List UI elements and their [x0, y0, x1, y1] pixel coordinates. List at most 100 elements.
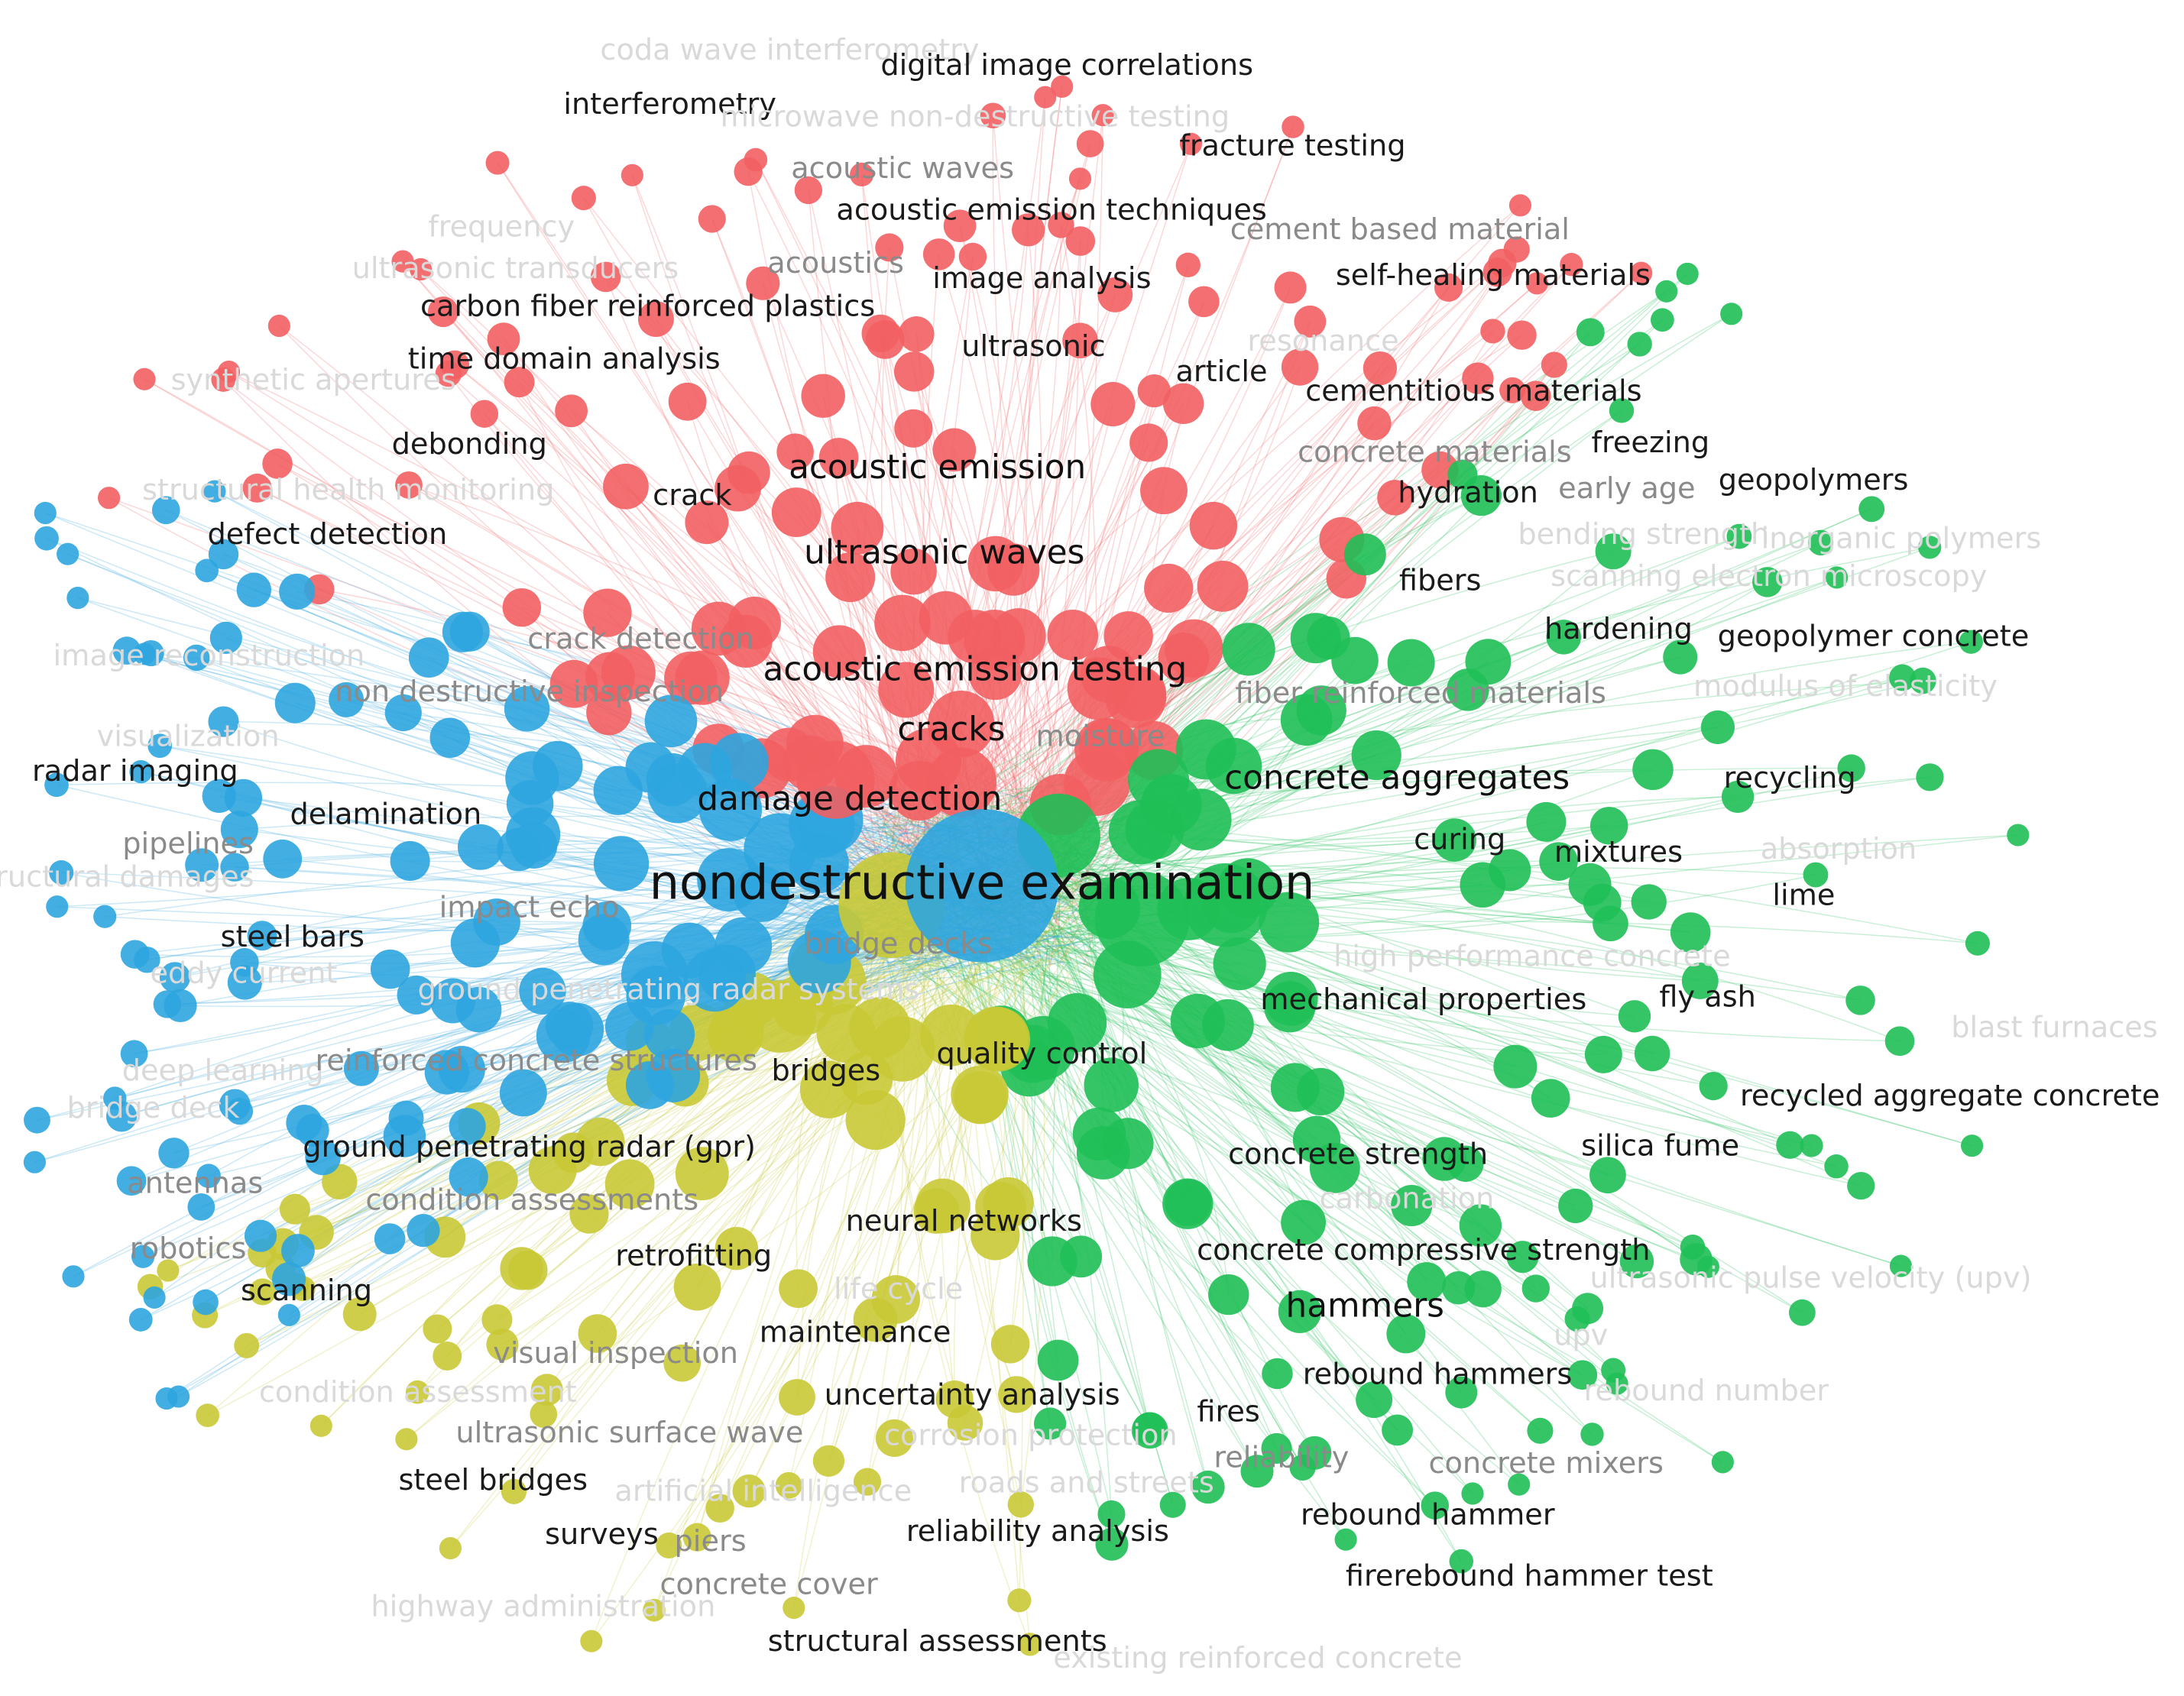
node-blue[interactable]	[196, 1164, 221, 1189]
node-blue[interactable]	[159, 962, 190, 993]
node-green[interactable]	[1027, 1236, 1077, 1287]
keyword-label[interactable]: corrosion protection	[884, 1418, 1178, 1452]
node-blue[interactable]	[203, 480, 226, 503]
keyword-label[interactable]: condition assessments	[365, 1183, 698, 1217]
node-red[interactable]	[621, 163, 643, 186]
keyword-label[interactable]: firerebound hammer test	[1346, 1559, 1713, 1594]
node-red[interactable]	[1434, 273, 1463, 302]
keyword-label[interactable]: condition assessment	[259, 1375, 577, 1410]
keyword-label[interactable]: rebound hammers	[1303, 1357, 1573, 1391]
node-green[interactable]	[1721, 780, 1755, 814]
node-green[interactable]	[1680, 1235, 1706, 1260]
node-green[interactable]	[1263, 972, 1318, 1026]
node-blue[interactable]	[390, 840, 430, 881]
node-red[interactable]	[771, 487, 821, 538]
node-blue[interactable]	[277, 1303, 300, 1326]
node-blue[interactable]	[236, 572, 271, 607]
node-green[interactable]	[1889, 1254, 1913, 1277]
node-blue[interactable]	[408, 637, 449, 678]
node-blue[interactable]	[449, 1157, 488, 1197]
node-red[interactable]	[262, 448, 293, 479]
node-green[interactable]	[1627, 332, 1652, 357]
keyword-label[interactable]: digital image correlations	[880, 48, 1253, 83]
node-blue[interactable]	[305, 1139, 341, 1176]
keyword-label[interactable]: freezing	[1592, 426, 1710, 460]
node-blue[interactable]	[407, 1214, 440, 1248]
node-red[interactable]	[1062, 322, 1098, 358]
node-blue[interactable]	[593, 836, 650, 892]
node-red[interactable]	[1189, 501, 1238, 550]
node-blue[interactable]	[195, 558, 219, 583]
node-green[interactable]	[1356, 1381, 1393, 1419]
node-red[interactable]	[211, 367, 236, 392]
node-green[interactable]	[1382, 1414, 1414, 1446]
node-blue[interactable]	[224, 778, 263, 817]
keyword-label[interactable]: concrete strength	[1228, 1137, 1488, 1171]
node-blue[interactable]	[455, 986, 502, 1033]
node-red[interactable]	[1051, 75, 1074, 98]
node-red[interactable]	[850, 162, 874, 187]
node-yellow[interactable]	[478, 1160, 518, 1200]
node-yellow[interactable]	[915, 1178, 970, 1234]
node-green[interactable]	[1162, 1178, 1214, 1229]
node-green[interactable]	[1159, 1491, 1186, 1518]
keyword-label[interactable]: reliability analysis	[906, 1514, 1169, 1549]
node-red[interactable]	[1188, 286, 1220, 318]
node-blue[interactable]	[274, 682, 316, 723]
node-blue[interactable]	[497, 827, 540, 872]
node-green[interactable]	[1858, 496, 1885, 523]
node-red[interactable]	[1140, 467, 1188, 515]
node-green[interactable]	[1407, 1262, 1447, 1301]
keyword-label[interactable]: modulus of elasticity	[1693, 669, 1998, 704]
keyword-label[interactable]: fracture testing	[1179, 129, 1405, 163]
node-yellow[interactable]	[779, 1379, 815, 1416]
node-green[interactable]	[1583, 883, 1622, 922]
node-yellow[interactable]	[576, 1117, 625, 1167]
keyword-label[interactable]: bridge decks	[805, 927, 993, 961]
node-green[interactable]	[1632, 749, 1674, 791]
node-yellow[interactable]	[975, 1182, 1026, 1233]
node-green[interactable]	[1213, 937, 1266, 991]
node-blue[interactable]	[24, 1106, 50, 1134]
node-green[interactable]	[1681, 963, 1719, 999]
keyword-label[interactable]: ground penetrating radar (gpr)	[303, 1130, 756, 1164]
node-green[interactable]	[1546, 620, 1581, 655]
keyword-label[interactable]: deep learning	[122, 1054, 324, 1088]
node-red[interactable]	[504, 367, 535, 398]
node-green[interactable]	[1634, 1035, 1670, 1072]
node-red[interactable]	[894, 409, 933, 448]
node-yellow[interactable]	[530, 1374, 563, 1406]
node-yellow[interactable]	[714, 1226, 759, 1270]
node-blue[interactable]	[44, 772, 69, 798]
node-yellow[interactable]	[578, 1314, 617, 1353]
node-green[interactable]	[1595, 533, 1632, 570]
node-red[interactable]	[744, 147, 768, 172]
node-green[interactable]	[1169, 788, 1232, 851]
keyword-label[interactable]: synthetic apertures	[171, 363, 456, 397]
keyword-label[interactable]: time domain analysis	[408, 342, 721, 377]
node-yellow[interactable]	[947, 1405, 983, 1441]
node-red[interactable]	[1048, 212, 1074, 238]
keyword-label[interactable]: acoustic emission	[789, 448, 1086, 487]
node-green[interactable]	[1720, 303, 1743, 325]
node-red[interactable]	[1144, 563, 1194, 613]
node-green[interactable]	[1580, 1423, 1604, 1446]
node-red[interactable]	[1034, 86, 1057, 108]
keyword-label[interactable]: bridge deck	[67, 1091, 241, 1125]
node-red[interactable]	[409, 257, 433, 281]
node-green[interactable]	[1521, 1274, 1550, 1303]
node-blue[interactable]	[374, 1223, 406, 1254]
keyword-label[interactable]: structural assessments	[768, 1624, 1107, 1659]
node-green[interactable]	[1125, 800, 1184, 859]
node-yellow[interactable]	[569, 1194, 609, 1234]
node-blue[interactable]	[286, 1105, 322, 1141]
node-blue[interactable]	[646, 753, 699, 807]
node-green[interactable]	[1699, 1071, 1728, 1101]
node-red[interactable]	[1103, 611, 1153, 661]
node-green[interactable]	[1824, 1154, 1849, 1179]
keyword-label[interactable]: uncertainty analysis	[825, 1378, 1120, 1413]
node-green[interactable]	[1807, 529, 1834, 555]
keyword-label[interactable]: highway administration	[371, 1590, 715, 1624]
node-red[interactable]	[1091, 104, 1114, 127]
node-green[interactable]	[1281, 1199, 1327, 1245]
